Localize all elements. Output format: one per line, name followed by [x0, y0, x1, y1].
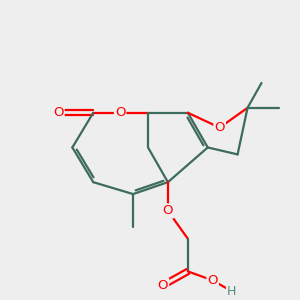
Text: H: H: [227, 285, 236, 298]
Text: O: O: [214, 121, 225, 134]
Text: O: O: [115, 106, 125, 119]
Text: O: O: [208, 274, 218, 287]
Text: O: O: [158, 279, 168, 292]
Text: O: O: [53, 106, 64, 119]
Text: O: O: [163, 204, 173, 218]
